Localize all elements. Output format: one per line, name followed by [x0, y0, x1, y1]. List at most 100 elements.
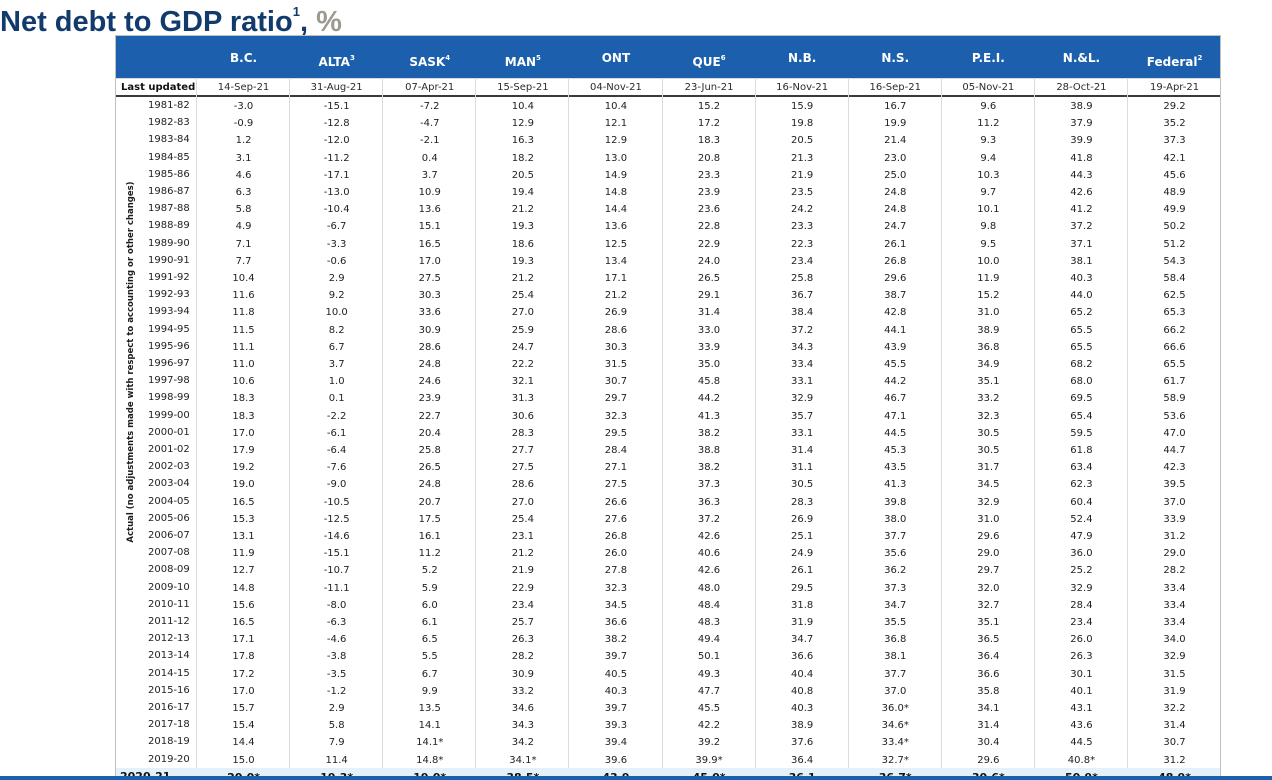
data-cell: 26.3 [1070, 651, 1093, 663]
data-cell: 14.4 [604, 204, 628, 216]
row-year: 2019-20 [148, 753, 190, 765]
data-cell: 24.7 [884, 221, 907, 233]
data-cell: 34.2 [511, 737, 534, 749]
table-row: 1986-87 6.3 -13.0 10.9 19.4 14.8 23.9 23.5 24.8 9… [116, 183, 1220, 200]
data-cell: 39.3 [604, 720, 628, 732]
data-cell: 24.7 [511, 341, 534, 353]
data-cell: 38.8 [697, 445, 721, 456]
title-separator: , [299, 6, 317, 38]
data-cell: 10.6 [232, 376, 255, 388]
data-cell: 14.4 [232, 737, 255, 749]
column-header: N.&L. [1035, 36, 1128, 78]
last-updated-date: 28-Oct-21 [1056, 82, 1107, 93]
table-row: 1993-94 11.8 10.0 33.6 27.0 26.9 31.4 38.4 42.8 3… [116, 303, 1220, 320]
column-divider [1033, 78, 1035, 780]
data-cell: 34.5 [977, 479, 1000, 491]
data-cell: 21.2 [604, 290, 628, 302]
table-row: 1984-85 3.1 -11.2 0.4 18.2 13.0 20.8 21.3 23.0 9.… [116, 149, 1220, 166]
data-cell: 5.5 [421, 651, 438, 663]
table-row: 2011-12 16.5 -6.3 6.1 25.7 36.6 48.3 31.9 35.5 35… [116, 613, 1220, 630]
data-cell: 21.9 [511, 565, 534, 577]
data-cell: 33.6 [418, 307, 441, 319]
data-cell: 36.4 [977, 651, 1000, 663]
data-cell: 44.5 [1070, 737, 1093, 749]
data-cell: 27.7 [511, 445, 534, 456]
data-cell: 14.8 [232, 582, 255, 594]
data-cell: 42.6 [697, 531, 721, 542]
data-cell: -6.7 [326, 221, 347, 233]
data-cell: 30.5 [791, 479, 814, 491]
data-cell: 40.3 [604, 685, 628, 697]
row-year: 1988-89 [148, 220, 190, 232]
data-cell: 18.6 [511, 238, 534, 250]
last-updated-date: 04-Nov-21 [589, 82, 642, 93]
data-cell: 12.7 [232, 565, 255, 577]
data-cell: 21.2 [511, 273, 534, 284]
data-cell: 27.0 [511, 307, 534, 319]
data-cell: 63.4 [1070, 462, 1093, 474]
data-cell: 23.4 [1070, 617, 1093, 628]
column-header-label: P.E.I. [971, 51, 1005, 65]
row-year: 2004-05 [148, 495, 190, 507]
data-cell: 7.7 [235, 255, 252, 267]
data-cell: 32.9 [977, 496, 1000, 508]
data-cell: 45.3 [884, 445, 907, 456]
data-cell: 9.6 [980, 101, 997, 112]
data-cell: 39.9* [695, 754, 723, 766]
data-cell: 14.1* [416, 737, 444, 749]
data-cell: 33.4 [1163, 599, 1186, 611]
data-cell: 21.2 [511, 204, 534, 216]
debt-ratio-table: B.C. ALTA3 SASK4 MAN5 ONT QUE6 N.B. N.S. P.E.I. N… [115, 35, 1221, 780]
last-updated-date: 05-Nov-21 [962, 82, 1015, 93]
table-body: 1981-82 -3.0 -15.1 -7.2 10.4 10.4 15.2 15.9 16.7… [116, 97, 1220, 780]
data-cell: 11.6 [232, 290, 255, 302]
data-cell: 22.7 [418, 410, 441, 422]
data-cell: 37.0 [1163, 496, 1186, 508]
table-row: 1994-95 11.5 8.2 30.9 25.9 28.6 33.0 37.2 44.1 38… [116, 321, 1220, 338]
data-cell: 18.2 [511, 152, 534, 164]
data-cell: 31.0 [977, 513, 1000, 525]
data-cell: 28.6 [418, 341, 441, 353]
data-cell: 40.3 [1070, 273, 1093, 284]
data-cell: 33.9 [697, 341, 721, 353]
column-header-label: N.B. [787, 51, 817, 65]
data-cell: 35.5 [884, 617, 907, 628]
data-cell: 15.6 [232, 599, 255, 611]
data-cell: 27.8 [604, 565, 628, 577]
table-row: 2003-04 19.0 -9.0 24.8 28.6 27.5 37.3 30.5 41.3 3… [116, 475, 1220, 492]
data-cell: 33.2 [511, 685, 534, 697]
data-cell: 10.9 [418, 187, 441, 198]
column-header-footnote: 5 [536, 54, 541, 62]
data-cell: 22.9 [697, 238, 721, 250]
data-cell: -12.0 [323, 135, 350, 147]
table-row: 2008-09 12.7 -10.7 5.2 21.9 27.8 42.6 26.1 36.2 2… [116, 561, 1220, 578]
data-cell: 69.5 [1070, 393, 1093, 405]
data-cell: 33.0 [697, 324, 721, 336]
data-cell: 10.0 [977, 255, 1000, 267]
data-cell: -9.0 [326, 479, 347, 491]
data-cell: -2.2 [326, 410, 347, 422]
table-row: 2013-14 17.8 -3.8 5.5 28.2 39.7 50.1 36.6 38.1 36… [116, 647, 1220, 664]
last-updated-date: 16-Nov-21 [776, 82, 829, 93]
data-cell: 26.6 [604, 496, 628, 508]
table-row: 1996-97 11.0 3.7 24.8 22.2 31.5 35.0 33.4 45.5 34… [116, 355, 1220, 372]
column-header-footnote: 2 [1197, 54, 1203, 62]
data-cell: 35.8 [977, 685, 1000, 697]
data-cell: 37.6 [791, 737, 814, 749]
last-updated-date: 31-Aug-21 [310, 82, 363, 93]
data-cell: 6.7 [328, 341, 345, 353]
data-cell: 14.8 [604, 187, 628, 198]
data-cell: 4.6 [235, 169, 252, 181]
data-cell: 39.5 [1163, 479, 1186, 491]
data-cell: 11.2 [418, 548, 441, 560]
data-cell: -11.2 [323, 152, 350, 164]
data-cell: 13.0 [604, 152, 628, 164]
data-cell: 65.5 [1070, 324, 1093, 336]
data-cell: 37.3 [1163, 135, 1186, 147]
data-cell: 44.2 [884, 376, 907, 388]
data-cell: 30.4 [977, 737, 1000, 749]
data-cell: 47.0 [1163, 427, 1186, 439]
data-cell: 7.9 [328, 737, 345, 749]
column-header: ONT [569, 36, 662, 78]
data-cell: 61.8 [1070, 445, 1093, 456]
